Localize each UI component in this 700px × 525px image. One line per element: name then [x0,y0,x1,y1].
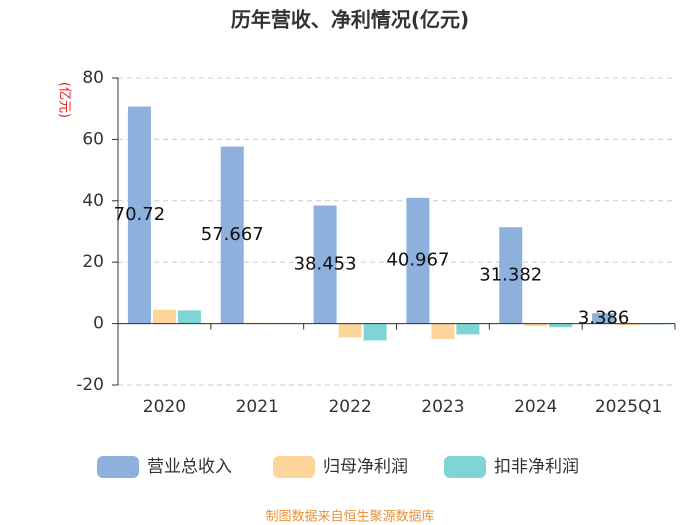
bar [177,310,201,324]
y-axis-label: (亿元) [57,82,72,118]
x-tick-label: 2024 [514,397,557,417]
bar [617,323,641,326]
y-tick-label: 80 [82,68,104,88]
source-note: 制图数据来自恒生聚源数据库 [265,509,434,525]
bar [499,227,523,324]
legend-label: 扣非净利润 [494,457,579,477]
bar [127,106,151,324]
y-tick-label: 60 [82,129,104,149]
legend-swatch [273,456,315,478]
bar [363,323,387,341]
chart-title: 历年营收、净利情况(亿元) [231,8,469,32]
bar [431,323,455,339]
bar [220,146,244,324]
legend-label: 营业总收入 [147,457,232,477]
data-label: 70.72 [114,204,166,225]
y-tick-label: 40 [82,191,104,211]
x-tick-label: 2022 [328,397,371,417]
bar [152,309,176,324]
x-tick-label: 2021 [236,397,279,417]
bar [592,313,616,324]
bar [456,323,480,335]
data-label: 38.453 [294,254,357,275]
data-label: 40.967 [386,250,449,271]
x-tick-label: 2023 [421,397,464,417]
data-label: 3.386 [578,307,630,328]
bar [313,205,337,324]
x-tick-label: 2020 [143,397,186,417]
legend-label: 归母净利润 [323,457,408,477]
bar [338,323,362,338]
data-label: 57.667 [201,224,264,245]
y-tick-label: 0 [93,314,104,334]
bar [406,197,430,324]
x-tick-label: 2025Q1 [595,397,662,417]
bar [524,323,548,327]
bar [549,323,573,328]
y-tick-label: -20 [76,375,104,395]
legend-swatch [444,456,486,478]
legend-swatch [97,456,139,478]
data-label: 31.382 [479,264,542,285]
y-tick-label: 20 [82,252,104,272]
